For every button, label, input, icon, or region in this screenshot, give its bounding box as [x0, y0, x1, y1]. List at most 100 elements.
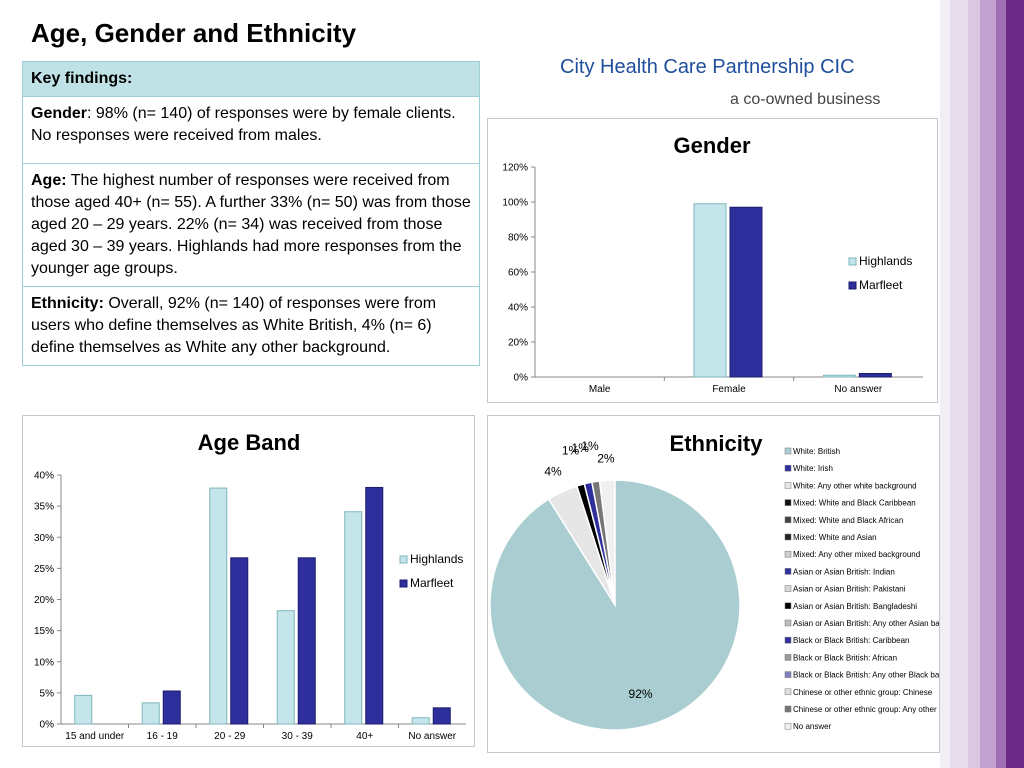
bar-marfleet-female: [729, 206, 763, 378]
legend-swatch-asian-or-asian-british-bangladeshi: [784, 602, 792, 610]
bar-marfleet-16-19: [162, 690, 181, 725]
chart-title: Gender: [673, 133, 750, 158]
bar-highlands-16-19: [141, 702, 160, 725]
legend-label-chinese-or-other-ethnic-group-any-other-ethnic-group: Chinese or other ethnic group: Any other…: [793, 705, 939, 714]
legend-label-black-or-black-british-any-other-black-background: Black or Black British: Any other Black …: [793, 671, 939, 680]
legend-label-asian-or-asian-british-pakistani: Asian or Asian British: Pakistani: [793, 585, 906, 594]
legend-label-chinese-or-other-ethnic-group-chinese: Chinese or other ethnic group: Chinese: [793, 688, 933, 697]
bar-marfleet-20-29: [230, 557, 249, 725]
bar-highlands-40: [344, 511, 363, 725]
y-tick-label: 0%: [40, 720, 55, 731]
x-tick-label: 40+: [356, 731, 373, 742]
decorative-stripes: [940, 0, 1024, 768]
legend-label-mixed-any-other-mixed-background: Mixed: Any other mixed background: [793, 550, 920, 559]
legend-label-mixed-white-and-black-caribbean: Mixed: White and Black Caribbean: [793, 499, 916, 508]
pie-label-white-british: 92%: [629, 687, 653, 701]
logo-tagline: a co-owned business: [730, 91, 881, 108]
pie-slice-white-british: [489, 479, 741, 731]
legend-label-white-irish: White: Irish: [793, 464, 833, 473]
legend-swatch-marfleet: [399, 579, 408, 588]
y-tick-label: 35%: [34, 502, 54, 513]
y-tick-label: 20%: [508, 338, 528, 349]
y-tick-label: 10%: [34, 657, 54, 668]
legend-label-highlands: Highlands: [859, 254, 912, 268]
legend-swatch-highlands: [399, 555, 408, 564]
pie-label-black-or-black-british-caribbean: 1%: [572, 441, 590, 455]
legend-swatch-mixed-any-other-mixed-background: [784, 550, 792, 558]
bar-highlands-no-answer: [411, 717, 430, 725]
legend-swatch-chinese-or-other-ethnic-group-chinese: [784, 688, 792, 696]
legend-swatch-white-british: [784, 447, 792, 455]
age-finding: Age: The highest number of responses wer…: [22, 163, 480, 287]
key-findings-table: Key findings: Gender: 98% (n= 140) of re…: [22, 61, 480, 366]
pie-label-no-answer: 2%: [597, 451, 615, 465]
bar-highlands-female: [693, 203, 727, 378]
bar-highlands-30-39: [276, 610, 295, 725]
pie-label-white-any-other-white-background: 4%: [544, 465, 562, 479]
legend-swatch-mixed-white-and-black-caribbean: [784, 499, 792, 506]
bar-highlands-15-and-under: [74, 694, 93, 725]
legend-swatch-white-irish: [784, 464, 792, 472]
gender-finding: Gender: 98% (n= 140) of responses were b…: [22, 96, 480, 164]
y-tick-label: 120%: [502, 163, 528, 174]
page-title: Age, Gender and Ethnicity: [31, 18, 357, 48]
pie-label-asian-or-asian-british-bangladeshi: 1%: [562, 443, 580, 457]
legend-swatch-black-or-black-british-african: [784, 654, 792, 661]
gender-chart: Gender 0% 20% 40% 60% 80% 100% 120% Male Female No…: [502, 133, 923, 395]
legend-swatch-chinese-or-other-ethnic-group-any-other-ethnic-group: [784, 705, 792, 713]
bar-marfleet-no-answer: [858, 373, 892, 378]
legend-label-asian-or-asian-british-bangladeshi: Asian or Asian British: Bangladeshi: [793, 602, 917, 611]
x-tick-label: 30 - 39: [282, 731, 314, 742]
legend-swatch-asian-or-asian-british-pakistani: [784, 585, 792, 592]
ethnicity-finding: Ethnicity: Overall, 92% (n= 140) of resp…: [22, 286, 480, 366]
legend-label-asian-or-asian-british-indian: Asian or Asian British: Indian: [793, 567, 895, 576]
legend-swatch-mixed-white-and-black-african: [784, 516, 792, 524]
y-tick-label: 0%: [514, 373, 529, 384]
x-tick-label: 20 - 29: [214, 731, 246, 742]
chart-title: Ethnicity: [670, 431, 764, 456]
key-findings-header: Key findings:: [22, 61, 480, 97]
pie-label-chinese-or-other-ethnic-group-any-other-ethnic-group: 1%: [581, 439, 599, 453]
ethnicity-finding-label: Ethnicity:: [31, 295, 104, 312]
legend-swatch-marfleet: [848, 281, 857, 290]
legend-label-marfleet: Marfleet: [859, 278, 903, 292]
bar-marfleet-40: [365, 486, 384, 725]
chart-title: Age Band: [198, 430, 301, 455]
ethnicity-chart-panel: Ethnicity 2% 1% 1% 1% 4% 92% White: British Whit…: [487, 415, 983, 753]
legend-label-mixed-white-and-asian: Mixed: White and Asian: [793, 533, 877, 542]
y-tick-label: 5%: [40, 688, 55, 699]
legend-label-no-answer: No answer: [793, 722, 832, 731]
y-tick-label: 100%: [502, 198, 528, 209]
y-tick-label: 20%: [34, 595, 54, 606]
bar-highlands-no-answer: [822, 374, 856, 378]
y-tick-label: 80%: [508, 233, 528, 244]
y-tick-label: 40%: [508, 303, 528, 314]
x-tick-label: Male: [589, 384, 611, 395]
gender-chart-panel: Gender 0% 20% 40% 60% 80% 100% 120% Male Female No…: [487, 118, 938, 403]
age-finding-label: Age:: [31, 172, 67, 189]
legend-swatch-asian-or-asian-british-indian: [784, 568, 792, 575]
legend-swatch-black-or-black-british-any-other-black-background: [784, 671, 792, 678]
legend-label-asian-or-asian-british-any-other-asian-background: Asian or Asian British: Any other Asian …: [793, 619, 939, 628]
gender-finding-text: : 98% (n= 140) of responses were by fema…: [31, 105, 456, 144]
legend-swatch-white-any-other-white-background: [784, 482, 792, 489]
legend-label-black-or-black-british-caribbean: Black or Black British: Caribbean: [793, 636, 910, 645]
legend-swatch-highlands: [848, 257, 857, 266]
bar-marfleet-no-answer: [432, 707, 451, 725]
ethnicity-finding-text: Overall, 92% (n= 140) of responses were …: [31, 295, 437, 356]
legend-label-marfleet: Marfleet: [410, 576, 454, 590]
legend-label-white-british: White: British: [793, 447, 840, 456]
bar-marfleet-30-39: [297, 557, 316, 725]
y-tick-label: 30%: [34, 533, 54, 544]
age-chart-panel: Age Band 0% 5% 10% 15% 20% 25% 30% 35% 40% 15 and …: [22, 415, 475, 747]
legend-swatch-mixed-white-and-asian: [784, 533, 792, 541]
y-tick-label: 25%: [34, 564, 54, 575]
bar-highlands-20-29: [209, 487, 228, 725]
x-tick-label: Female: [712, 384, 746, 395]
legend-swatch-asian-or-asian-british-any-other-asian-background: [784, 619, 792, 627]
legend-label-mixed-white-and-black-african: Mixed: White and Black African: [793, 516, 903, 525]
gender-finding-label: Gender: [31, 105, 88, 122]
legend-swatch-no-answer: [784, 722, 792, 730]
age-band-chart: Age Band 0% 5% 10% 15% 20% 25% 30% 35% 40% 15 and …: [34, 430, 466, 742]
